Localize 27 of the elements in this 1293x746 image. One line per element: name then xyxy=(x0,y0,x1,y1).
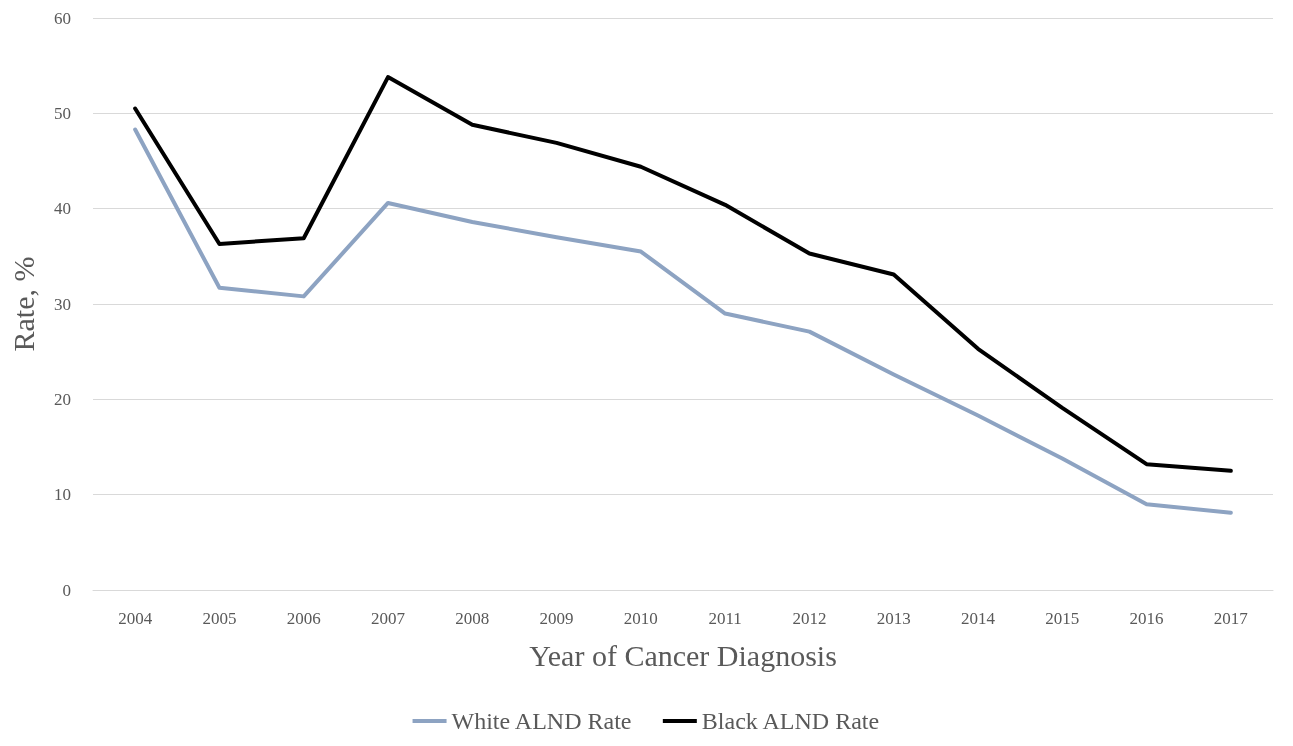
legend-label: Black ALND Rate xyxy=(701,708,880,734)
legend-label: White ALND Rate xyxy=(451,708,632,734)
x-tick-label: 2013 xyxy=(876,609,911,628)
y-tick-label: 0 xyxy=(62,580,71,600)
y-tick-label: 60 xyxy=(54,8,71,28)
y-tick-label: 10 xyxy=(54,485,71,505)
x-tick-label: 2014 xyxy=(961,609,996,628)
x-axis-title: Year of Cancer Diagnosis xyxy=(529,638,837,672)
x-tick-label: 2008 xyxy=(455,609,490,628)
x-tick-label: 2009 xyxy=(539,609,574,628)
x-tick-label: 2012 xyxy=(792,609,827,628)
x-tick-label: 2004 xyxy=(118,609,153,628)
x-tick-label: 2016 xyxy=(1129,609,1164,628)
x-tick-label: 2011 xyxy=(708,609,742,628)
y-tick-label: 30 xyxy=(54,294,71,314)
x-tick-label: 2017 xyxy=(1213,609,1249,628)
x-tick-label: 2015 xyxy=(1045,609,1080,628)
line-series xyxy=(133,127,1233,515)
y-tick-label: 50 xyxy=(54,103,71,123)
y-tick-label: 20 xyxy=(54,389,71,409)
x-tick-label: 2007 xyxy=(371,609,406,628)
y-axis-title: Rate, % xyxy=(6,256,40,352)
x-tick-label: 2005 xyxy=(202,609,237,628)
y-tick-label: 40 xyxy=(54,199,71,219)
x-tick-label: 2010 xyxy=(623,609,658,628)
x-tick-label: 2006 xyxy=(286,609,321,628)
line-series xyxy=(133,75,1233,473)
